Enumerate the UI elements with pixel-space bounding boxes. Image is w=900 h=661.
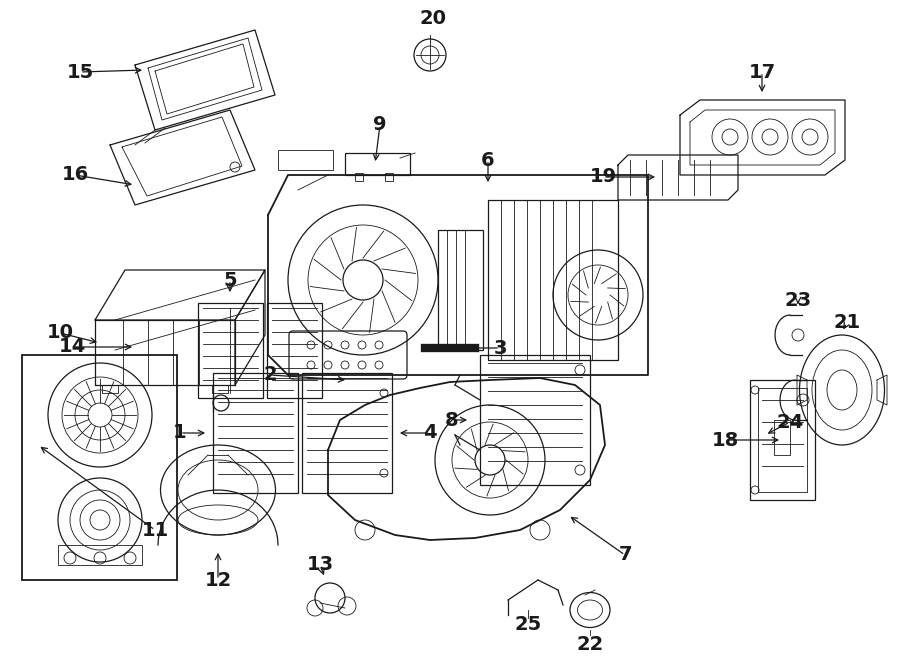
Bar bbox=[213, 373, 298, 493]
Bar bbox=[302, 373, 392, 493]
Text: 24: 24 bbox=[777, 412, 804, 432]
Bar bbox=[488, 200, 618, 360]
Bar bbox=[438, 230, 483, 350]
Text: 6: 6 bbox=[482, 151, 495, 169]
Text: 20: 20 bbox=[419, 9, 446, 28]
Text: 15: 15 bbox=[67, 63, 94, 81]
Text: 23: 23 bbox=[785, 290, 812, 309]
Text: 10: 10 bbox=[47, 323, 74, 342]
Bar bbox=[385, 173, 393, 181]
Bar bbox=[58, 545, 142, 565]
Text: 21: 21 bbox=[833, 313, 860, 332]
Text: 11: 11 bbox=[141, 520, 168, 539]
Text: 7: 7 bbox=[618, 545, 632, 564]
Text: 4: 4 bbox=[423, 424, 436, 442]
Bar bbox=[102, 385, 118, 393]
Text: 25: 25 bbox=[515, 615, 542, 635]
Text: 12: 12 bbox=[204, 570, 231, 590]
Text: 3: 3 bbox=[493, 338, 507, 358]
Bar bbox=[198, 303, 263, 398]
Bar bbox=[480, 355, 590, 485]
Bar bbox=[750, 380, 815, 500]
Text: 14: 14 bbox=[58, 338, 86, 356]
Bar bbox=[774, 420, 790, 455]
Text: 1: 1 bbox=[173, 424, 187, 442]
Text: 18: 18 bbox=[711, 430, 739, 449]
Bar bbox=[267, 303, 322, 398]
Bar bbox=[345, 153, 410, 175]
Text: 16: 16 bbox=[61, 165, 88, 184]
Bar bbox=[22, 355, 177, 580]
Text: 17: 17 bbox=[749, 63, 776, 81]
Bar bbox=[212, 385, 228, 393]
Text: 2: 2 bbox=[263, 366, 277, 385]
Text: 9: 9 bbox=[374, 116, 387, 134]
Bar bbox=[758, 388, 807, 492]
Text: 8: 8 bbox=[446, 410, 459, 430]
Bar bbox=[355, 173, 363, 181]
Text: 19: 19 bbox=[590, 167, 616, 186]
Text: 22: 22 bbox=[576, 635, 604, 654]
Text: 5: 5 bbox=[223, 270, 237, 290]
Text: 13: 13 bbox=[306, 555, 334, 574]
Bar bbox=[278, 150, 333, 170]
